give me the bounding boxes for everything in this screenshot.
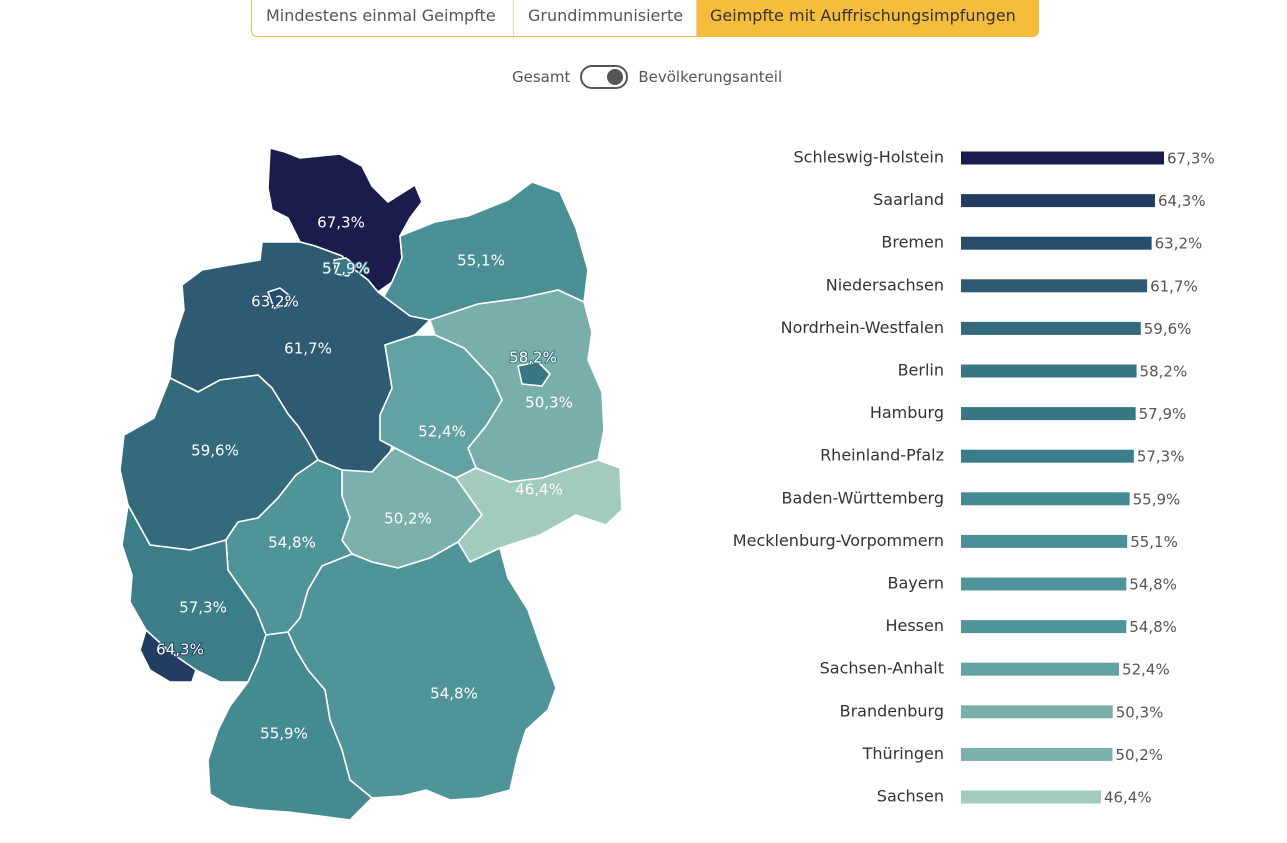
bar-value-mecklenburg-vorpommern: 55,1% bbox=[1130, 533, 1178, 551]
tab-mindestens-einmal-geimpfte[interactable]: Mindestens einmal Geimpfte bbox=[252, 0, 514, 36]
bar-berlin[interactable] bbox=[961, 364, 1137, 378]
bar-label-sachsen: Sachsen bbox=[877, 787, 944, 806]
bar-label-brandenburg: Brandenburg bbox=[840, 701, 944, 720]
bar-bremen[interactable] bbox=[961, 236, 1152, 250]
bar-label-berlin: Berlin bbox=[898, 361, 944, 380]
bar-label-bremen: Bremen bbox=[881, 233, 944, 252]
bar-value-thueringen: 50,2% bbox=[1115, 746, 1163, 764]
bar-baden-wuerttemberg[interactable] bbox=[961, 492, 1130, 506]
bar-bayern[interactable] bbox=[961, 577, 1127, 591]
bar-mecklenburg-vorpommern[interactable] bbox=[961, 534, 1128, 548]
bar-value-baden-wuerttemberg: 55,9% bbox=[1133, 490, 1181, 508]
bar-value-sachsen-anhalt: 52,4% bbox=[1122, 661, 1170, 679]
bar-rheinland-pfalz[interactable] bbox=[961, 449, 1134, 463]
bar-saarland[interactable] bbox=[961, 194, 1155, 208]
bar-label-sachsen-anhalt: Sachsen-Anhalt bbox=[820, 659, 944, 678]
tab-auffrischungsimpfungen[interactable]: Geimpfte mit Auffrischungsimpfungen bbox=[697, 0, 1038, 36]
region-saarland[interactable] bbox=[139, 629, 197, 683]
bar-value-schleswig-holstein: 67,3% bbox=[1167, 150, 1215, 168]
bar-value-rheinland-pfalz: 57,3% bbox=[1137, 448, 1185, 466]
map-label-hessen: 54,8% bbox=[268, 534, 316, 552]
map-label-hamburg: 57,9% bbox=[322, 260, 370, 278]
map-label-berlin: 58,2% bbox=[509, 349, 557, 367]
bar-value-berlin: 58,2% bbox=[1140, 363, 1188, 381]
toggle-knob bbox=[607, 69, 624, 85]
map-label-bayern: 54,8% bbox=[430, 685, 478, 703]
bar-hessen[interactable] bbox=[961, 620, 1127, 634]
tab-grundimmunisierte[interactable]: Grundimmunisierte bbox=[514, 0, 697, 36]
bar-value-bayern: 54,8% bbox=[1129, 576, 1177, 594]
map-label-mecklenburg-vorpommern: 55,1% bbox=[457, 252, 505, 270]
bar-value-brandenburg: 50,3% bbox=[1116, 703, 1164, 721]
map-label-thueringen: 50,2% bbox=[384, 510, 432, 528]
toggle-switch[interactable] bbox=[580, 65, 629, 89]
bar-sachsen[interactable] bbox=[961, 790, 1101, 804]
toggle-label-bevoelkerungsanteil[interactable]: Bevölkerungsanteil bbox=[638, 68, 783, 86]
map-label-saarland: 64,3% bbox=[156, 641, 204, 659]
bar-label-mecklenburg-vorpommern: Mecklenburg-Vorpommern bbox=[733, 531, 944, 550]
bar-schleswig-holstein[interactable] bbox=[961, 151, 1164, 165]
region-baden-wuerttemberg[interactable] bbox=[207, 631, 373, 821]
region-hamburg[interactable] bbox=[333, 257, 357, 277]
bar-value-hessen: 54,8% bbox=[1129, 618, 1177, 636]
toggle-label-gesamt[interactable]: Gesamt bbox=[512, 68, 571, 86]
ranking-bar-chart: Schleswig-Holstein 67,3% Saarland 64,3% Brem… bbox=[733, 148, 1215, 807]
map-label-schleswig-holstein: 67,3% bbox=[317, 214, 365, 232]
map-label-rheinland-pfalz: 57,3% bbox=[179, 599, 227, 617]
bar-label-hamburg: Hamburg bbox=[870, 403, 944, 422]
bar-label-nordrhein-westfalen: Nordrhein-Westfalen bbox=[781, 318, 944, 337]
bar-label-hessen: Hessen bbox=[885, 616, 944, 635]
bar-thueringen[interactable] bbox=[961, 747, 1113, 761]
map-label-sachsen-anhalt: 52,4% bbox=[418, 423, 466, 441]
bar-label-thueringen: Thüringen bbox=[862, 744, 944, 763]
bar-nordrhein-westfalen[interactable] bbox=[961, 321, 1141, 335]
bar-value-bremen: 63,2% bbox=[1155, 235, 1203, 253]
map-label-nordrhein-westfalen: 59,6% bbox=[191, 442, 239, 460]
bar-value-hamburg: 57,9% bbox=[1139, 405, 1187, 423]
map-label-niedersachsen: 61,7% bbox=[284, 340, 332, 358]
region-sachsen[interactable] bbox=[455, 459, 623, 563]
bar-value-sachsen: 46,4% bbox=[1104, 789, 1152, 807]
map-label-baden-wuerttemberg: 55,9% bbox=[260, 725, 308, 743]
bar-label-bayern: Bayern bbox=[887, 574, 944, 593]
bar-value-saarland: 64,3% bbox=[1158, 192, 1206, 210]
region-berlin[interactable] bbox=[517, 361, 551, 387]
region-bremen[interactable] bbox=[267, 287, 291, 309]
bar-brandenburg[interactable] bbox=[961, 705, 1113, 719]
map-label-sachsen: 46,4% bbox=[515, 481, 563, 499]
bar-value-nordrhein-westfalen: 59,6% bbox=[1144, 320, 1192, 338]
germany-choropleth-map: 67,3% 57,9% 55,1% 63,2% 61,7% 58,2% 50,3… bbox=[119, 147, 623, 821]
map-label-bremen: 63,2% bbox=[251, 293, 299, 311]
metric-tabs: Mindestens einmal Geimpfte Grundimmunisi… bbox=[251, 0, 1039, 37]
bar-niedersachsen[interactable] bbox=[961, 279, 1148, 293]
bar-label-niedersachsen: Niedersachsen bbox=[826, 275, 944, 294]
bar-label-schleswig-holstein: Schleswig-Holstein bbox=[794, 148, 944, 167]
bar-label-rheinland-pfalz: Rheinland-Pfalz bbox=[820, 446, 944, 465]
bar-label-baden-wuerttemberg: Baden-Württemberg bbox=[782, 488, 944, 507]
display-mode-toggle: Gesamt Bevölkerungsanteil bbox=[512, 64, 782, 90]
bar-label-saarland: Saarland bbox=[873, 190, 944, 209]
bar-hamburg[interactable] bbox=[961, 407, 1136, 421]
bar-value-niedersachsen: 61,7% bbox=[1150, 277, 1198, 295]
bar-sachsen-anhalt[interactable] bbox=[961, 662, 1120, 676]
map-label-brandenburg: 50,3% bbox=[525, 394, 573, 412]
